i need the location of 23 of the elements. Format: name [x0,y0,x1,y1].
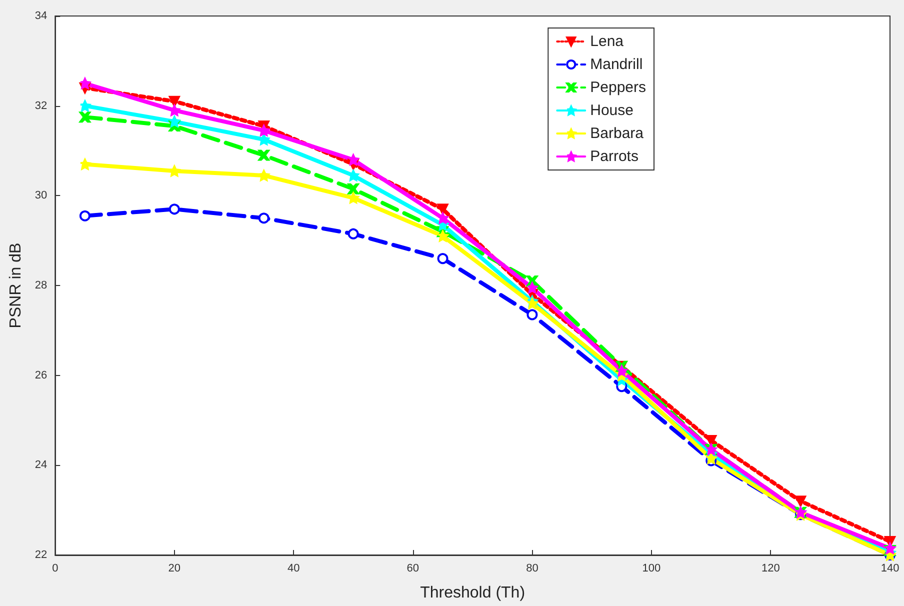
x-tick-label: 20 [168,562,181,574]
x-tick-label: 40 [288,562,300,574]
y-tick-label: 22 [34,549,48,561]
x-tick-label: 60 [406,562,420,574]
x-tick-label: 0 [52,562,58,574]
y-tick-label: 34 [34,10,48,22]
y-tick-label: 30 [34,190,48,202]
x-tick-label: 100 [642,562,661,574]
legend-label: House [590,102,634,119]
legend-label: Lena [590,33,624,50]
y-axis-title: PSNR in dB [8,242,24,328]
legend-label: Mandrill [590,56,643,73]
legend-label: Barbara [590,125,644,142]
y-tick-label: 24 [34,459,48,472]
y-tick-label: 32 [34,100,48,112]
x-axis-title: Threshold (Th) [420,584,526,602]
x-tick-label: 120 [762,562,780,574]
y-tick-label: 26 [34,369,48,382]
x-tick-label: 140 [880,562,900,574]
legend-label: Peppers [590,79,646,96]
legend-label: Parrots [590,148,638,165]
y-tick-label: 28 [34,280,48,292]
x-tick-label: 80 [526,562,538,574]
